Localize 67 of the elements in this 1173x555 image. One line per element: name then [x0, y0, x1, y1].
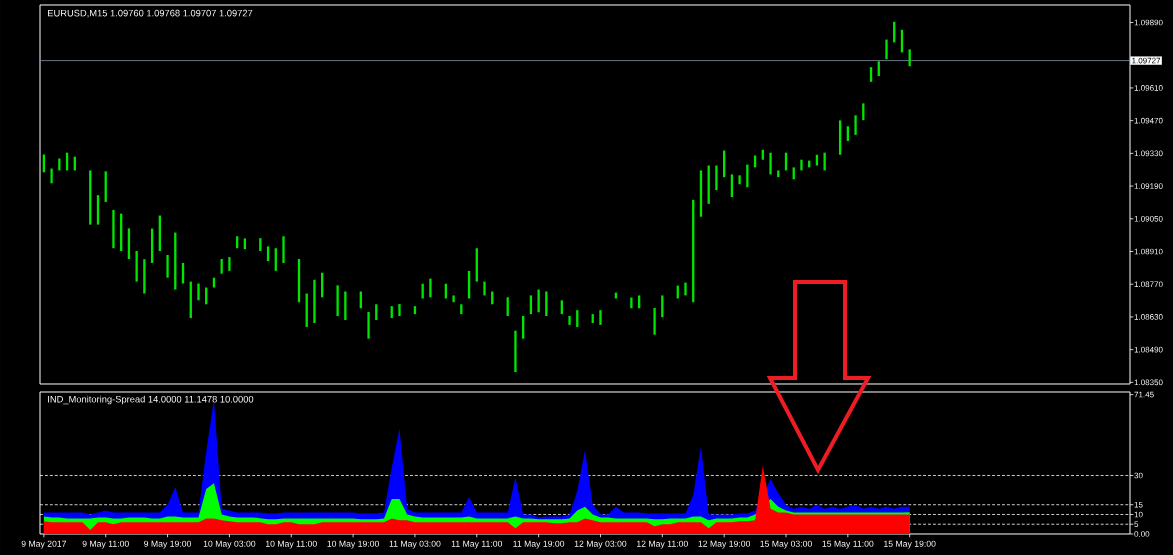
x-tick-label: 10 May 11:00: [265, 540, 317, 549]
y-tick-label: 1.08770: [1134, 281, 1163, 288]
y-tick-label: 1.08630: [1134, 314, 1163, 320]
x-tick-label: 15 May 19:00: [884, 540, 936, 549]
bar: [143, 259, 146, 294]
x-tick-label: 9 May 2017: [21, 540, 67, 549]
bar: [514, 330, 517, 373]
bar: [715, 165, 718, 191]
x-tick-label: 10 May 03:00: [203, 540, 256, 549]
y-tick-label: 1.09190: [1134, 183, 1163, 189]
bar: [367, 312, 370, 339]
y-tick-label: 1.08910: [1134, 248, 1163, 255]
bar: [630, 297, 633, 309]
bar: [746, 164, 749, 188]
x-tick-label: 10 May 19:00: [327, 540, 379, 549]
bar: [738, 175, 741, 185]
bar: [344, 291, 347, 320]
y-tick-label: 5: [1134, 521, 1139, 528]
y-tick-label: 1.09610: [1134, 85, 1163, 91]
chart-title: EURUSD,M15 1.09760 1.09768 1.09707 1.09727: [48, 9, 253, 18]
bar: [398, 304, 401, 316]
bar: [823, 152, 826, 171]
x-tick-label: 15 May 03:00: [760, 540, 812, 549]
x-tick-label: 12 May 11:00: [637, 540, 688, 549]
x-tick-label: 11 May 19:00: [513, 540, 565, 549]
y-tick-label: 71.45: [1134, 391, 1154, 398]
bar: [545, 291, 548, 316]
bar: [684, 282, 687, 296]
bar: [568, 315, 571, 325]
bar: [653, 308, 656, 335]
x-tick-label: 12 May 03:00: [574, 540, 627, 549]
bar: [429, 278, 432, 298]
x-tick-label: 9 May 19:00: [144, 540, 192, 549]
y-tick-label: 1.08350: [1134, 379, 1163, 386]
bar: [599, 310, 602, 325]
bar: [769, 152, 772, 175]
bar: [228, 257, 231, 271]
y-tick-label: 1.08490: [1134, 346, 1163, 353]
bar: [112, 209, 115, 249]
chart-title: IND_Monitoring-Spread 14.0000 11.1478 10.0000: [48, 395, 254, 405]
bar: [452, 295, 455, 303]
x-tick-label: 11 May 11:00: [451, 540, 503, 549]
y-tick-label: 30: [1134, 472, 1143, 479]
y-tick-label: 1.09050: [1134, 215, 1163, 222]
bar: [483, 281, 486, 296]
x-tick-label: 12 May 19:00: [698, 540, 751, 549]
y-tick-label: 0.00: [1134, 531, 1150, 537]
bar: [537, 289, 540, 313]
bar: [197, 283, 200, 301]
bar: [885, 39, 888, 60]
ref-line-label: 1.09727: [1132, 57, 1161, 64]
y-tick-label: 10: [1134, 511, 1143, 518]
x-tick-label: 15 May 11:00: [822, 540, 874, 549]
bar: [854, 115, 857, 135]
x-tick-label: 9 May 11:00: [82, 540, 129, 549]
bar: [50, 168, 53, 184]
bar: [313, 279, 316, 323]
y-tick-label: 1.09890: [1134, 19, 1163, 26]
bar: [336, 285, 339, 316]
bar: [166, 255, 169, 278]
bar: [135, 251, 138, 282]
y-tick-label: 1.09470: [1134, 117, 1163, 124]
bar: [800, 159, 803, 171]
y-tick-label: 15: [1134, 501, 1143, 508]
x-tick-label: 11 May 03:00: [389, 540, 441, 549]
y-tick-label: 1.09330: [1134, 150, 1163, 157]
bar: [282, 236, 285, 263]
